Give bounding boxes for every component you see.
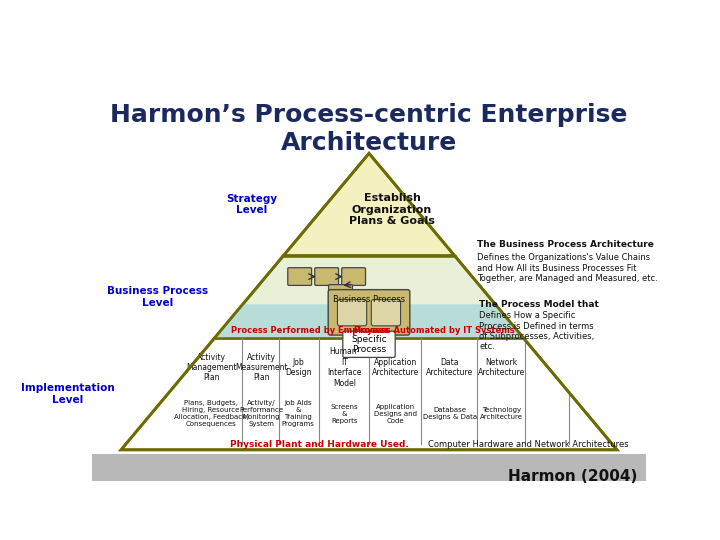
- Text: Data
Architecture: Data Architecture: [426, 357, 474, 377]
- Text: Plans, Budgets,
Hiring, Resource
Allocation, Feedback,
Consequences: Plans, Budgets, Hiring, Resource Allocat…: [174, 400, 248, 427]
- Text: Activity
Management
Plan: Activity Management Plan: [186, 353, 236, 382]
- Text: Computer Hardware and Network Architectures: Computer Hardware and Network Architectu…: [428, 440, 629, 449]
- Text: Defines the Organizations's Value Chains
and How All its Business Processes Fit
: Defines the Organizations's Value Chains…: [477, 253, 657, 284]
- Bar: [92, 454, 647, 481]
- Text: Specific
Process: Specific Process: [351, 335, 387, 354]
- Text: The Business Process Architecture: The Business Process Architecture: [477, 240, 654, 249]
- FancyBboxPatch shape: [338, 300, 366, 326]
- Polygon shape: [215, 304, 523, 338]
- Text: Harmon’s Process-centric Enterprise
Architecture: Harmon’s Process-centric Enterprise Arch…: [110, 103, 628, 155]
- Text: Harmon (2004): Harmon (2004): [508, 469, 637, 484]
- Polygon shape: [215, 256, 523, 338]
- FancyBboxPatch shape: [288, 268, 312, 286]
- FancyBboxPatch shape: [328, 289, 410, 335]
- Polygon shape: [284, 153, 454, 256]
- FancyBboxPatch shape: [342, 268, 366, 286]
- Text: Implementation
Level: Implementation Level: [21, 383, 115, 405]
- Text: Technology
Architecture: Technology Architecture: [480, 407, 523, 420]
- Text: Activity
Measurement
Plan: Activity Measurement Plan: [235, 353, 287, 382]
- Text: Establish
Organization
Plans & Goals: Establish Organization Plans & Goals: [349, 193, 435, 226]
- Text: The Process Model that: The Process Model that: [479, 300, 599, 309]
- Text: Defines How a Specific
Process is Defined in terms
of Subprocesses, Activities,
: Defines How a Specific Process is Define…: [479, 311, 595, 352]
- Polygon shape: [121, 338, 617, 450]
- Text: Activity/
Performance
Monitoring
System: Activity/ Performance Monitoring System: [239, 400, 283, 427]
- Text: Process Performed by Employees: Process Performed by Employees: [231, 326, 389, 335]
- Text: Job Aids
&
Training
Programs: Job Aids & Training Programs: [282, 400, 315, 427]
- Text: Job
Design: Job Design: [285, 357, 312, 377]
- Text: Business Process: Business Process: [333, 295, 405, 304]
- Text: Strategy
Level: Strategy Level: [226, 194, 277, 215]
- Text: Business Process
Level: Business Process Level: [107, 286, 208, 308]
- Text: Application
Designs and
Code: Application Designs and Code: [374, 403, 417, 423]
- Text: Database
Designs & Data: Database Designs & Data: [423, 407, 477, 420]
- FancyBboxPatch shape: [328, 285, 353, 302]
- FancyBboxPatch shape: [343, 331, 395, 357]
- FancyBboxPatch shape: [372, 300, 400, 326]
- Text: Screens
&
Reports: Screens & Reports: [330, 403, 358, 423]
- Text: Human-
IT
Interface
Model: Human- IT Interface Model: [327, 347, 361, 388]
- Text: Application
Architecture: Application Architecture: [372, 357, 419, 377]
- Text: Process Automated by IT Systems: Process Automated by IT Systems: [354, 326, 515, 335]
- Text: Physical Plant and Hardware Used.: Physical Plant and Hardware Used.: [230, 440, 408, 449]
- Text: Network
Architecture: Network Architecture: [478, 357, 525, 377]
- FancyBboxPatch shape: [315, 268, 338, 286]
